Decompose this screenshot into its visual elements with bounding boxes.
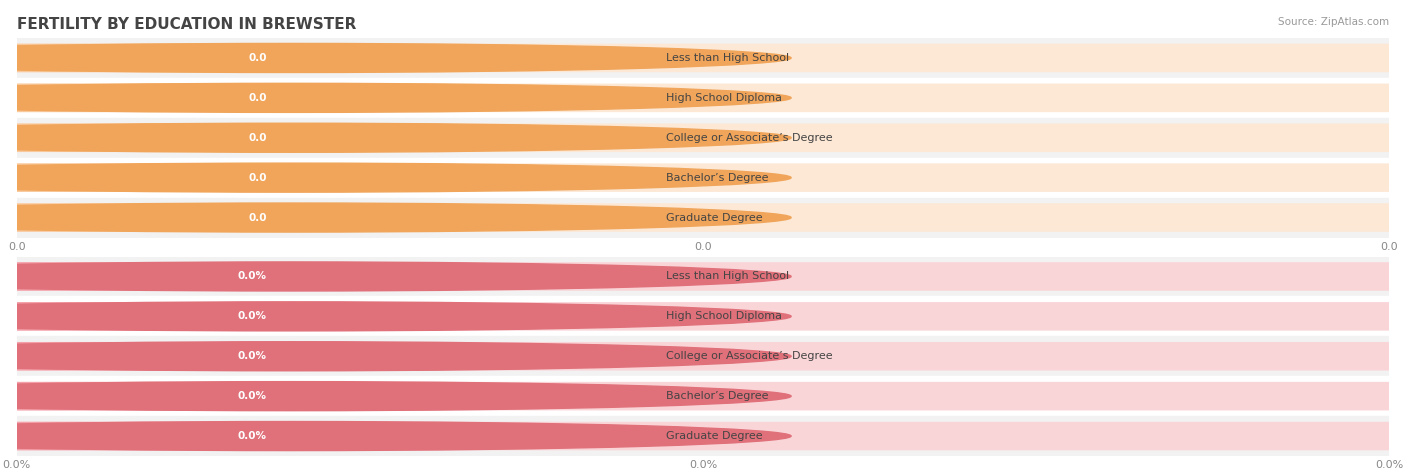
Bar	[17, 38, 1389, 78]
FancyBboxPatch shape	[6, 203, 281, 232]
Bar	[17, 376, 1389, 416]
FancyBboxPatch shape	[6, 124, 281, 152]
Circle shape	[0, 381, 792, 411]
Text: 0.0: 0.0	[247, 172, 267, 183]
Circle shape	[0, 262, 792, 291]
Text: Graduate Degree: Graduate Degree	[666, 431, 763, 441]
Bar	[17, 416, 1389, 456]
Bar	[17, 158, 1389, 198]
FancyBboxPatch shape	[6, 302, 1400, 331]
FancyBboxPatch shape	[6, 262, 281, 291]
Circle shape	[0, 83, 792, 113]
Bar	[17, 336, 1389, 376]
Bar	[17, 256, 1389, 296]
FancyBboxPatch shape	[6, 382, 281, 410]
Bar	[17, 198, 1389, 238]
Text: Less than High School: Less than High School	[666, 271, 789, 282]
Text: College or Associate’s Degree: College or Associate’s Degree	[666, 133, 832, 143]
FancyBboxPatch shape	[6, 84, 281, 112]
FancyBboxPatch shape	[6, 342, 281, 370]
Text: College or Associate’s Degree: College or Associate’s Degree	[666, 351, 832, 361]
Bar	[17, 78, 1389, 118]
Circle shape	[0, 421, 792, 451]
FancyBboxPatch shape	[6, 163, 281, 192]
FancyBboxPatch shape	[6, 84, 1400, 112]
Text: 0.0: 0.0	[247, 133, 267, 143]
Text: 0.0%: 0.0%	[238, 311, 267, 322]
FancyBboxPatch shape	[6, 422, 1400, 450]
Bar	[17, 296, 1389, 336]
FancyBboxPatch shape	[6, 203, 1400, 232]
Text: Bachelor’s Degree: Bachelor’s Degree	[666, 172, 769, 183]
FancyBboxPatch shape	[6, 342, 1400, 370]
FancyBboxPatch shape	[6, 382, 1400, 410]
Text: Bachelor’s Degree: Bachelor’s Degree	[666, 391, 769, 401]
FancyBboxPatch shape	[6, 163, 1400, 192]
Circle shape	[0, 163, 792, 192]
Text: High School Diploma: High School Diploma	[666, 311, 782, 322]
Text: Graduate Degree: Graduate Degree	[666, 212, 763, 223]
Circle shape	[0, 203, 792, 232]
FancyBboxPatch shape	[6, 44, 281, 72]
FancyBboxPatch shape	[6, 44, 1400, 72]
Circle shape	[0, 302, 792, 331]
Text: 0.0%: 0.0%	[238, 271, 267, 282]
Bar	[17, 118, 1389, 158]
Text: 0.0%: 0.0%	[238, 431, 267, 441]
Circle shape	[0, 342, 792, 371]
Text: 0.0: 0.0	[247, 53, 267, 63]
Text: 0.0: 0.0	[247, 93, 267, 103]
Text: 0.0%: 0.0%	[238, 391, 267, 401]
FancyBboxPatch shape	[6, 302, 281, 331]
Circle shape	[0, 43, 792, 73]
Text: Less than High School: Less than High School	[666, 53, 789, 63]
Text: FERTILITY BY EDUCATION IN BREWSTER: FERTILITY BY EDUCATION IN BREWSTER	[17, 17, 356, 32]
FancyBboxPatch shape	[6, 422, 281, 450]
Text: 0.0%: 0.0%	[238, 351, 267, 361]
Text: 0.0: 0.0	[247, 212, 267, 223]
Circle shape	[0, 123, 792, 152]
Text: Source: ZipAtlas.com: Source: ZipAtlas.com	[1278, 17, 1389, 27]
FancyBboxPatch shape	[6, 124, 1400, 152]
Text: High School Diploma: High School Diploma	[666, 93, 782, 103]
FancyBboxPatch shape	[6, 262, 1400, 291]
